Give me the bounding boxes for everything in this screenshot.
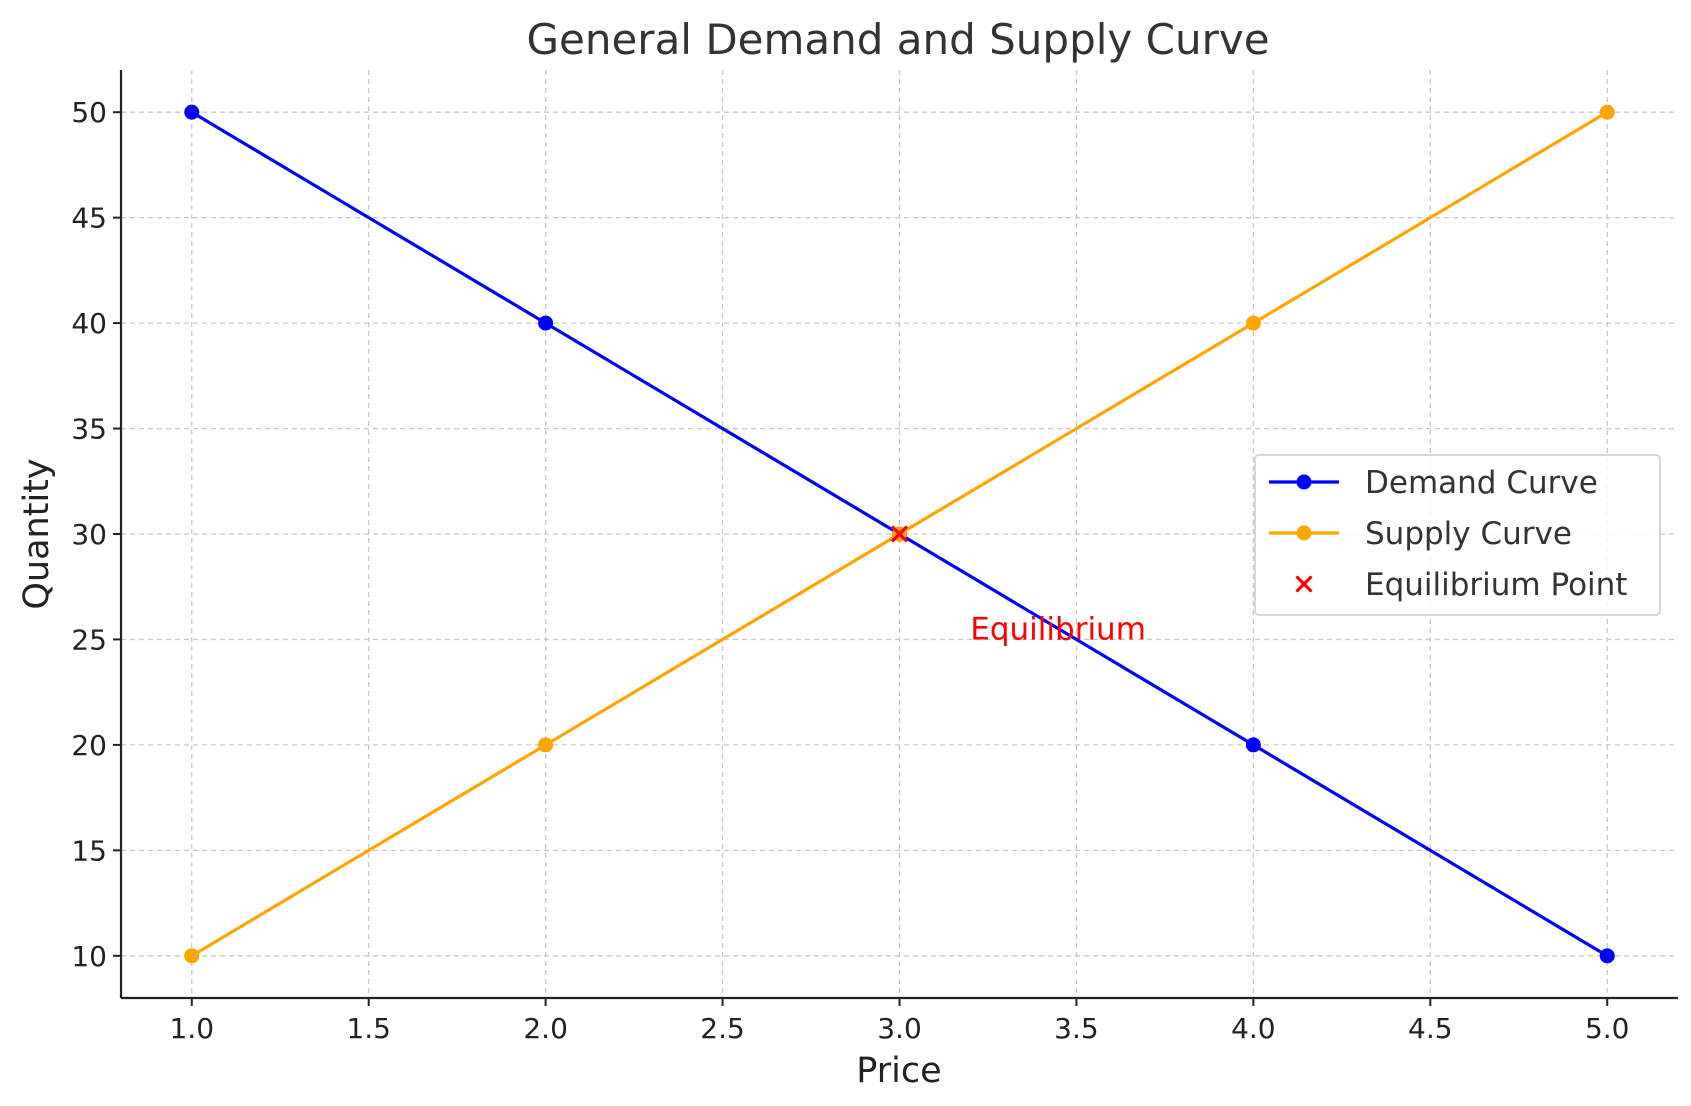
supply-curve-point <box>1599 104 1615 120</box>
y-axis-ticks: 10 15 20 25 30 35 40 45 50 <box>71 96 121 973</box>
supply-curve-point <box>1245 315 1261 331</box>
y-tick-label: 45 <box>71 202 107 235</box>
legend-swatch-marker <box>1296 525 1312 541</box>
legend-item-supply-curve: Supply Curve <box>1269 516 1572 552</box>
special-points <box>890 525 909 543</box>
equilibrium-point-marker <box>890 525 909 543</box>
y-tick-label: 35 <box>71 413 107 446</box>
legend-label: Supply Curve <box>1365 516 1572 552</box>
x-tick-label: 1.0 <box>170 1012 215 1045</box>
x-tick-label: 3.0 <box>877 1012 922 1045</box>
y-tick-label: 30 <box>71 518 107 551</box>
y-tick-label: 50 <box>71 96 107 129</box>
x-tick-label: 3.5 <box>1054 1012 1099 1045</box>
x-tick-label: 4.5 <box>1408 1012 1453 1045</box>
equilibrium-annotation: Equilibrium <box>970 611 1146 647</box>
y-axis-label: Quantity <box>17 458 57 609</box>
x-tick-label: 4.0 <box>1231 1012 1276 1045</box>
demand-curve-point <box>1599 948 1615 964</box>
x-tick-label: 2.0 <box>523 1012 568 1045</box>
chart-title: General Demand and Supply Curve <box>526 15 1269 64</box>
legend-frame <box>1254 454 1661 616</box>
demand-curve-point <box>1245 737 1261 753</box>
x-axis-label: Price <box>856 1051 941 1091</box>
x-axis-ticks: 1.0 1.5 2.0 2.5 3.0 3.5 4.0 4.5 5.0 <box>170 998 1630 1045</box>
legend-swatch-marker <box>1295 575 1313 593</box>
legend-label: Demand Curve <box>1365 465 1598 501</box>
demand-curve-point <box>538 315 554 331</box>
y-tick-label: 20 <box>71 729 107 762</box>
y-tick-label: 10 <box>71 940 107 973</box>
legend-swatch-marker <box>1296 474 1312 490</box>
annotations: Equilibrium <box>970 611 1146 647</box>
y-tick-label: 15 <box>71 834 107 867</box>
marker-stroke <box>890 525 909 543</box>
x-tick-label: 5.0 <box>1585 1012 1630 1045</box>
x-tick-label: 1.5 <box>346 1012 391 1045</box>
legend-item-equilibrium-point: Equilibrium Point <box>1295 567 1627 603</box>
demand-curve-point <box>184 104 200 120</box>
y-tick-label: 40 <box>71 307 107 340</box>
supply-curve-point <box>538 737 554 753</box>
x-tick-label: 2.5 <box>700 1012 745 1045</box>
legend-label: Equilibrium Point <box>1365 567 1627 603</box>
supply-curve-point <box>184 948 200 964</box>
y-tick-label: 25 <box>71 623 107 656</box>
legend: Demand Curve Supply Curve Equilibrium Poin… <box>1254 454 1661 616</box>
legend-item-demand-curve: Demand Curve <box>1269 465 1598 501</box>
